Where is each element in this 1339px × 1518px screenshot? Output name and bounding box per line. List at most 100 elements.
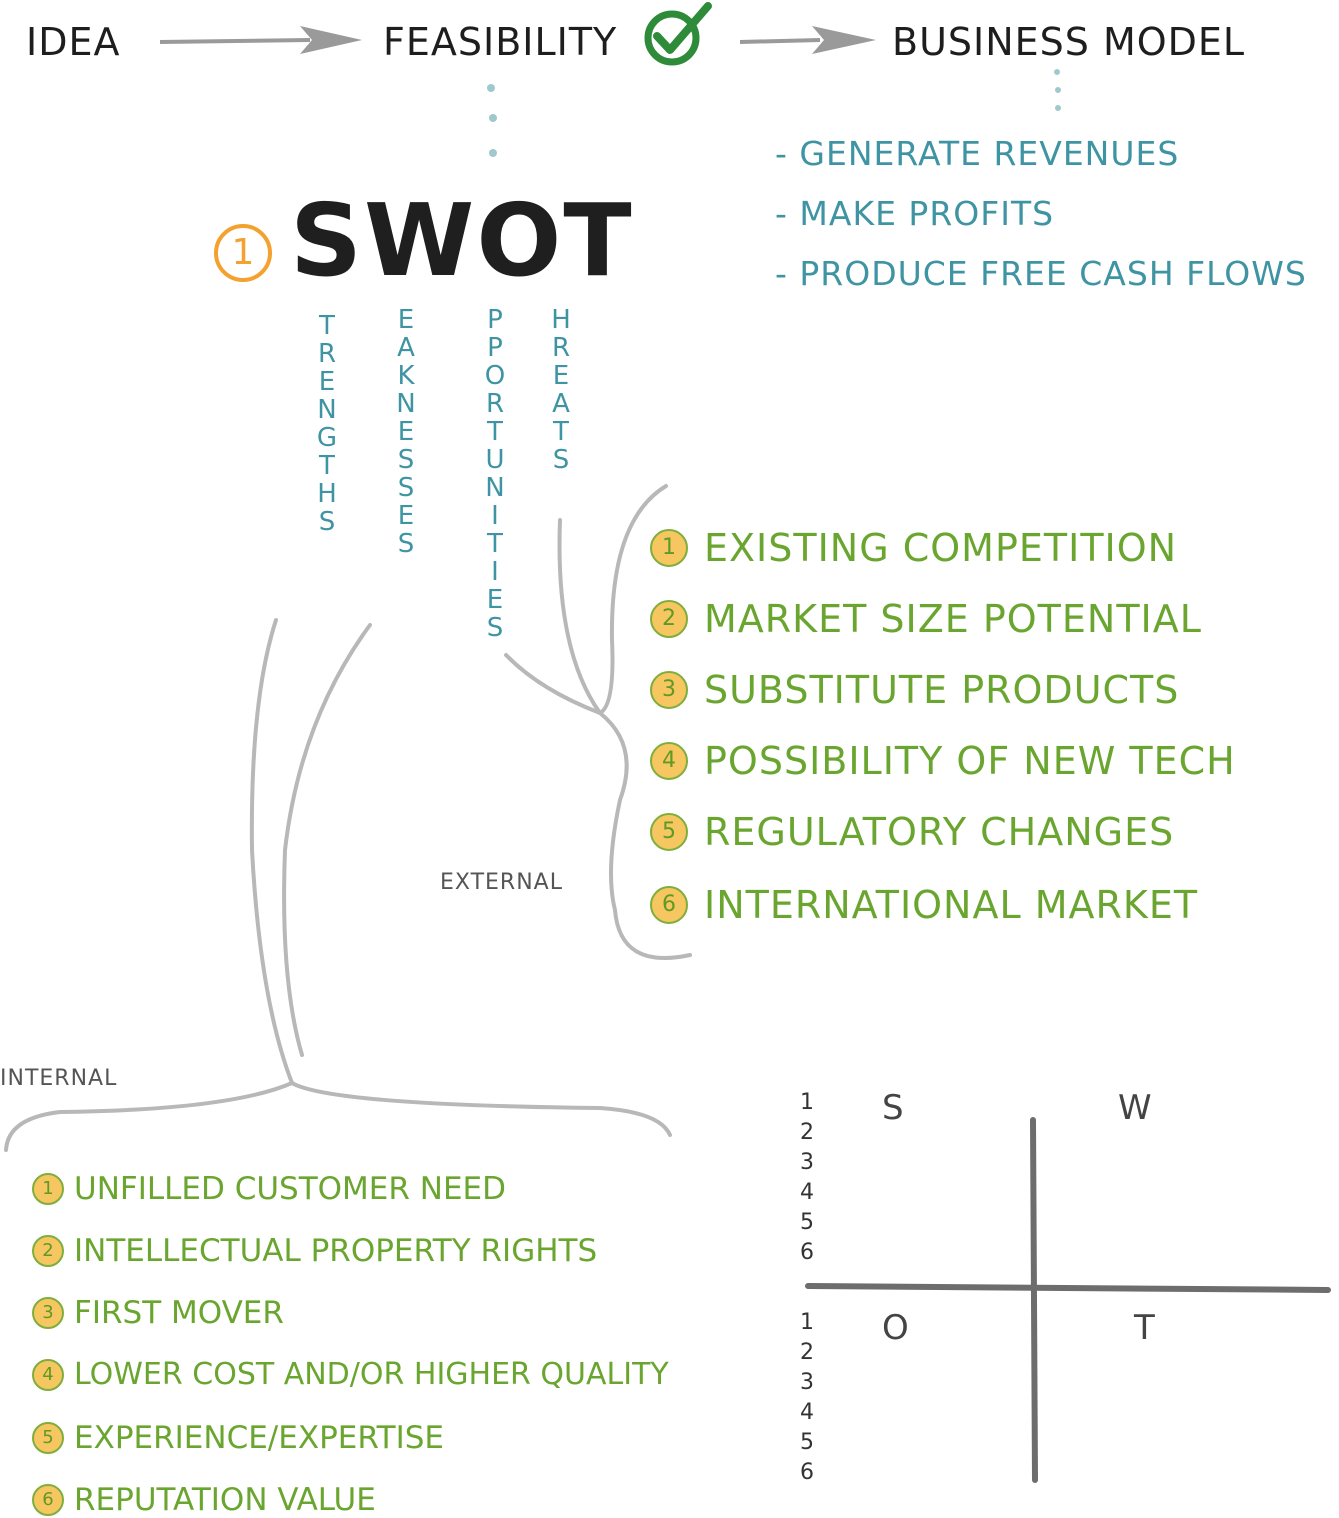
arrow-idea-to-feasibility (159, 26, 362, 54)
matrix-t: T (1134, 1308, 1155, 1348)
flow-business-model: BUSINESS MODEL (892, 20, 1246, 64)
external-item: 3 SUBSTITUTE PRODUCTS (650, 668, 1179, 712)
external-item: 5 REGULATORY CHANGES (650, 810, 1174, 854)
number-badge: 1 (650, 529, 688, 567)
column-letter: K (397, 361, 415, 391)
number-badge: 4 (650, 742, 688, 780)
flow-feasibility: FEASIBILITY (383, 20, 618, 64)
matrix-number: 5 (800, 1210, 814, 1235)
arrow-feasibility-to-business-model (739, 26, 876, 54)
internal-item: 4 LOWER COST AND/OR HIGHER QUALITY (32, 1357, 669, 1392)
column-letter: T (319, 311, 335, 341)
number-badge: 2 (32, 1235, 64, 1267)
dotted-connector-feasibility (487, 84, 497, 157)
check-icon (644, 2, 712, 66)
column-letter: R (317, 339, 337, 369)
column-letter: E (486, 585, 504, 615)
internal-item-text: REPUTATION VALUE (74, 1482, 376, 1518)
column-letter: A (552, 389, 570, 419)
column-letter: E (397, 417, 415, 447)
matrix-numbers-top: 1 2 3 4 5 6 (800, 1088, 814, 1268)
business-model-item: - GENERATE REVENUES (775, 134, 1180, 173)
internal-item: 1 UNFILLED CUSTOMER NEED (32, 1171, 506, 1207)
swot-title: SWOT (290, 182, 634, 299)
swot-step-number: 1 (214, 224, 272, 282)
matrix-number: 1 (800, 1310, 814, 1335)
internal-item: 6 REPUTATION VALUE (32, 1482, 376, 1518)
matrix-number: 2 (800, 1120, 814, 1145)
matrix-number: 3 (800, 1150, 814, 1175)
column-opportunities: P P O R T U N I T I E S (480, 306, 510, 642)
column-letter: E (552, 361, 570, 391)
column-letter: H (551, 305, 571, 335)
external-item-text: REGULATORY CHANGES (704, 810, 1175, 854)
column-letter: S (397, 473, 415, 503)
column-letter: O (484, 361, 506, 391)
external-item: 6 INTERNATIONAL MARKET (650, 883, 1198, 927)
column-threats: H R E A T S (546, 306, 576, 474)
matrix-number: 4 (800, 1180, 814, 1205)
internal-label: INTERNAL (0, 1066, 118, 1091)
column-letter: S (552, 445, 570, 475)
column-letter: N (396, 389, 416, 419)
internal-branch (4, 618, 672, 1152)
column-weaknesses: E A K N E S S E S (391, 306, 421, 558)
internal-item: 3 FIRST MOVER (32, 1295, 284, 1331)
column-letter: N (485, 473, 505, 503)
column-letter: E (397, 501, 415, 531)
external-item-text: EXISTING COMPETITION (704, 526, 1178, 570)
dotted-connector-business-model (1054, 69, 1061, 111)
matrix-o: O (882, 1308, 909, 1348)
internal-item-text: LOWER COST AND/OR HIGHER QUALITY (74, 1357, 669, 1392)
external-label: EXTERNAL (440, 870, 563, 895)
external-item-text: SUBSTITUTE PRODUCTS (704, 668, 1180, 712)
internal-item-text: EXPERIENCE/EXPERTISE (74, 1420, 444, 1456)
external-item-text: INTERNATIONAL MARKET (704, 883, 1199, 927)
column-letter: P (487, 333, 503, 363)
number-badge: 1 (32, 1173, 64, 1205)
number-badge: 5 (32, 1422, 64, 1454)
column-letter: I (491, 501, 499, 531)
matrix-number: 3 (800, 1370, 814, 1395)
column-letter: S (486, 613, 504, 643)
column-letter: T (319, 451, 335, 481)
column-strengths: T R E N G T H S (312, 312, 342, 536)
external-item: 4 POSSIBILITY OF NEW TECH (650, 739, 1236, 783)
column-letter: U (485, 445, 505, 475)
external-item: 2 MARKET SIZE POTENTIAL (650, 597, 1202, 641)
column-letter: R (551, 333, 571, 363)
column-letter: R (485, 389, 505, 419)
number-badge: 5 (650, 813, 688, 851)
matrix-number: 5 (800, 1430, 814, 1455)
matrix-w: W (1118, 1088, 1152, 1128)
matrix-number: 2 (800, 1340, 814, 1365)
external-item-text: MARKET SIZE POTENTIAL (704, 597, 1202, 641)
business-model-item: - PRODUCE FREE CASH FLOWS (775, 254, 1307, 293)
number-badge: 3 (32, 1297, 64, 1329)
column-letter: N (317, 395, 337, 425)
matrix-s: S (882, 1088, 904, 1128)
internal-item-text: UNFILLED CUSTOMER NEED (74, 1171, 507, 1207)
column-letter: S (318, 507, 336, 537)
matrix-number: 6 (800, 1460, 814, 1485)
column-letter: E (318, 367, 336, 397)
number-badge: 2 (650, 600, 688, 638)
internal-item-text: FIRST MOVER (74, 1295, 284, 1331)
column-letter: T (487, 417, 503, 447)
number-badge: 4 (32, 1358, 64, 1391)
matrix-numbers-bottom: 1 2 3 4 5 6 (800, 1308, 814, 1488)
column-letter: E (397, 305, 415, 335)
number-badge: 6 (650, 886, 688, 924)
matrix-number: 4 (800, 1400, 814, 1425)
column-letter: P (487, 305, 503, 335)
column-letter: A (397, 333, 415, 363)
matrix-number: 6 (800, 1240, 814, 1265)
flow-idea: IDEA (26, 20, 121, 64)
column-letter: H (317, 479, 337, 509)
matrix-number: 1 (800, 1090, 814, 1115)
column-letter: T (487, 529, 503, 559)
internal-item: 2 INTELLECTUAL PROPERTY RIGHTS (32, 1233, 597, 1269)
column-letter: S (397, 529, 415, 559)
external-item: 1 EXISTING COMPETITION (650, 526, 1177, 570)
